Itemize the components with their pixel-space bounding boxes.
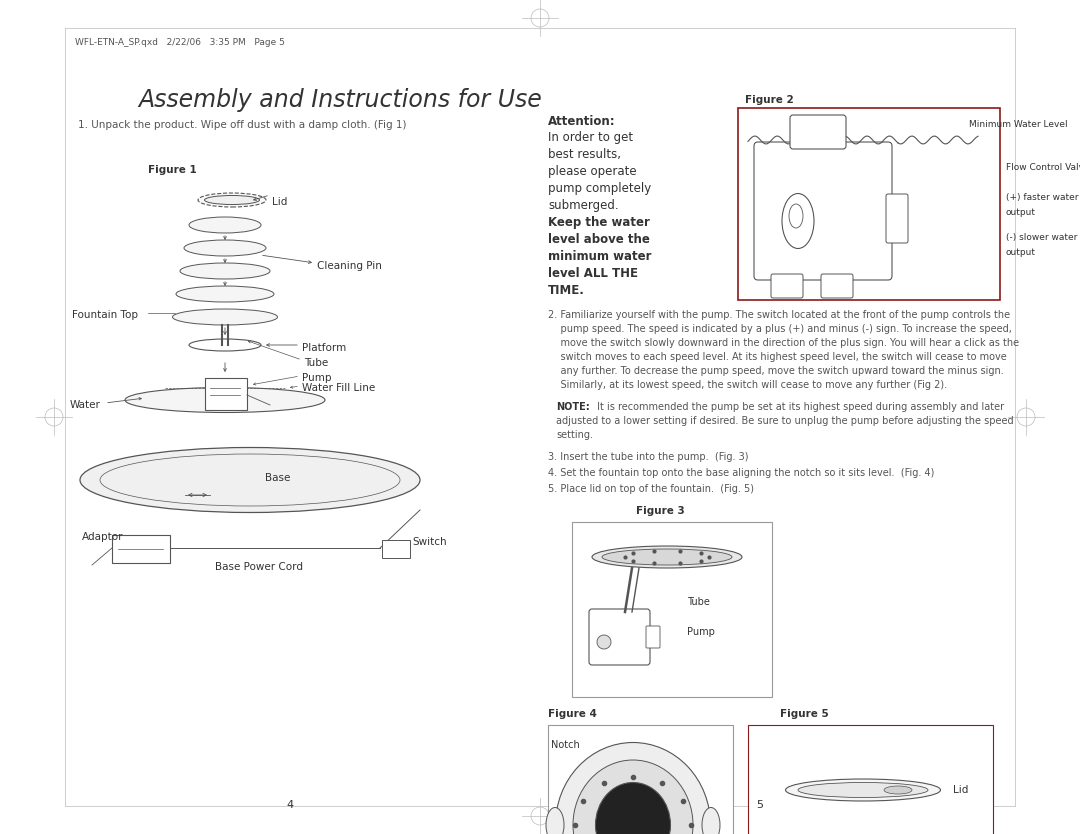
Bar: [112, 535, 170, 563]
Text: Pump: Pump: [687, 627, 715, 637]
Text: 4: 4: [286, 800, 294, 810]
Text: please operate: please operate: [548, 165, 636, 178]
Ellipse shape: [885, 786, 912, 794]
Bar: [382, 540, 410, 558]
Text: 3. Insert the tube into the pump.  (Fig. 3): 3. Insert the tube into the pump. (Fig. …: [548, 452, 748, 462]
Text: Tube: Tube: [303, 358, 328, 368]
Text: Similarly, at its lowest speed, the switch will cease to move any further (Fig 2: Similarly, at its lowest speed, the swit…: [548, 380, 947, 390]
Ellipse shape: [798, 782, 928, 797]
Text: Assembly and Instructions for Use: Assembly and Instructions for Use: [138, 88, 542, 112]
Text: (+) faster water: (+) faster water: [1005, 193, 1079, 202]
Text: Flow Control Valve: Flow Control Valve: [1005, 163, 1080, 172]
Text: Cleaning Pin: Cleaning Pin: [318, 261, 382, 271]
Text: pump speed. The speed is indicated by a plus (+) and minus (-) sign. To increase: pump speed. The speed is indicated by a …: [548, 324, 1012, 334]
Bar: [572, 522, 772, 697]
Text: 5: 5: [756, 800, 764, 810]
Ellipse shape: [173, 309, 278, 325]
Text: Switch: Switch: [411, 537, 447, 547]
Ellipse shape: [184, 240, 266, 256]
Text: In order to get: In order to get: [548, 131, 633, 144]
Ellipse shape: [189, 339, 261, 351]
Ellipse shape: [125, 388, 325, 413]
FancyBboxPatch shape: [646, 626, 660, 648]
Text: pump completely: pump completely: [548, 182, 651, 195]
Bar: [748, 725, 993, 834]
Ellipse shape: [702, 807, 720, 834]
Text: setting.: setting.: [556, 430, 593, 440]
Text: minimum water: minimum water: [548, 250, 651, 263]
Ellipse shape: [189, 217, 261, 233]
Text: Fountain Top: Fountain Top: [72, 310, 138, 320]
Ellipse shape: [204, 195, 259, 204]
Text: Adaptor: Adaptor: [82, 532, 123, 542]
Text: switch moves to each speed level. At its highest speed level, the switch will ce: switch moves to each speed level. At its…: [548, 352, 1007, 362]
FancyBboxPatch shape: [589, 609, 650, 665]
Bar: [205, 378, 247, 410]
FancyBboxPatch shape: [771, 274, 804, 298]
Text: Lid: Lid: [953, 785, 969, 795]
Ellipse shape: [176, 286, 274, 302]
Text: 2. Familiarize yourself with the pump. The switch located at the front of the pu: 2. Familiarize yourself with the pump. T…: [548, 310, 1010, 320]
Text: best results,: best results,: [548, 148, 621, 161]
Text: (-) slower water: (-) slower water: [1005, 233, 1078, 242]
Text: any further. To decrease the pump speed, move the switch upward toward the minus: any further. To decrease the pump speed,…: [548, 366, 1003, 376]
Text: adjusted to a lower setting if desired. Be sure to unplug the pump before adjust: adjusted to a lower setting if desired. …: [556, 416, 1014, 426]
Text: Base Power Cord: Base Power Cord: [215, 562, 303, 572]
Ellipse shape: [602, 549, 732, 565]
Text: Minimum Water Level: Minimum Water Level: [969, 120, 1068, 129]
Text: WFL-ETN-A_SP.qxd   2/22/06   3:35 PM   Page 5: WFL-ETN-A_SP.qxd 2/22/06 3:35 PM Page 5: [75, 38, 285, 47]
Text: Pump: Pump: [302, 373, 332, 383]
Ellipse shape: [592, 546, 742, 568]
Text: Keep the water: Keep the water: [548, 216, 650, 229]
Text: Tube: Tube: [687, 597, 710, 607]
Text: 5. Place lid on top of the fountain.  (Fig. 5): 5. Place lid on top of the fountain. (Fi…: [548, 484, 754, 494]
Text: Figure 3: Figure 3: [636, 506, 685, 516]
Ellipse shape: [595, 782, 671, 834]
Text: Figure 5: Figure 5: [780, 709, 828, 719]
Text: It is recommended the pump be set at its highest speed during assembly and later: It is recommended the pump be set at its…: [594, 402, 1004, 412]
Ellipse shape: [546, 807, 564, 834]
Text: Water Fill Line: Water Fill Line: [302, 383, 375, 393]
Text: Base: Base: [265, 473, 291, 483]
Text: NOTE:: NOTE:: [556, 402, 590, 412]
Text: Figure 1: Figure 1: [148, 165, 197, 175]
Text: Notch: Notch: [551, 740, 580, 750]
FancyBboxPatch shape: [886, 194, 908, 243]
FancyBboxPatch shape: [754, 142, 892, 280]
Text: move the switch slowly downward in the direction of the plus sign. You will hear: move the switch slowly downward in the d…: [548, 338, 1020, 348]
Text: level above the: level above the: [548, 233, 650, 246]
Ellipse shape: [573, 760, 693, 834]
Text: output: output: [1005, 208, 1036, 217]
FancyBboxPatch shape: [789, 115, 846, 149]
Text: output: output: [1005, 248, 1036, 257]
Text: TIME.: TIME.: [548, 284, 585, 297]
Text: submerged.: submerged.: [548, 199, 619, 212]
Ellipse shape: [180, 263, 270, 279]
FancyBboxPatch shape: [821, 274, 853, 298]
Bar: [738, 108, 1000, 300]
Text: Platform: Platform: [302, 343, 347, 353]
Text: Lid: Lid: [272, 197, 287, 207]
Text: 4. Set the fountain top onto the base aligning the notch so it sits level.  (Fig: 4. Set the fountain top onto the base al…: [548, 468, 934, 478]
Text: level ALL THE: level ALL THE: [548, 267, 638, 280]
Text: Water: Water: [70, 400, 100, 410]
Ellipse shape: [80, 448, 420, 513]
Text: 1. Unpack the product. Wipe off dust with a damp cloth. (Fig 1): 1. Unpack the product. Wipe off dust wit…: [78, 120, 406, 130]
Bar: [548, 725, 733, 834]
Text: Figure 2: Figure 2: [745, 95, 794, 105]
Ellipse shape: [555, 742, 711, 834]
Ellipse shape: [198, 193, 266, 207]
Circle shape: [597, 635, 611, 649]
Ellipse shape: [785, 779, 941, 801]
Text: Attention:: Attention:: [548, 115, 616, 128]
Text: Figure 4: Figure 4: [548, 709, 597, 719]
